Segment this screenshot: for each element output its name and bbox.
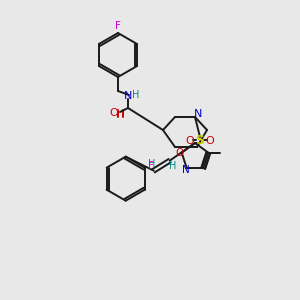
Text: N: N	[124, 91, 132, 101]
Text: F: F	[148, 161, 154, 171]
Text: H: H	[169, 161, 176, 171]
Text: N: N	[182, 165, 190, 175]
Text: N: N	[194, 109, 202, 119]
Text: F: F	[115, 21, 121, 31]
Text: O: O	[186, 136, 194, 146]
Text: H: H	[148, 159, 155, 169]
Text: O: O	[176, 148, 184, 158]
Text: H: H	[132, 90, 140, 100]
Text: S: S	[196, 134, 205, 148]
Text: O: O	[206, 136, 214, 146]
Text: O: O	[110, 108, 118, 118]
